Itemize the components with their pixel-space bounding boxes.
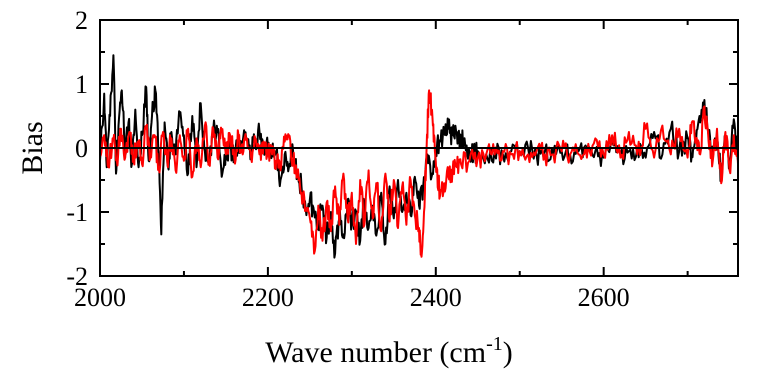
y-axis-label: Bias — [16, 121, 49, 174]
x-tick-label: 2200 — [242, 283, 294, 312]
x-axis-label-main: Wave number (cm — [265, 336, 486, 369]
x-axis-label-close: ) — [503, 336, 513, 369]
y-tick-label: -2 — [66, 262, 88, 291]
x-axis-label-superscript: -1 — [486, 333, 503, 355]
ticks-layer: 2000 2200 2400 2600 -2 -1 0 1 2 — [66, 6, 738, 312]
x-tick-label: 2400 — [410, 283, 462, 312]
x-tick-label: 2000 — [74, 283, 126, 312]
series-line-2 — [99, 89, 739, 258]
series-line-1 — [99, 54, 739, 259]
y-tick-label: -1 — [66, 198, 88, 227]
series-layer — [99, 54, 739, 259]
x-tick-label: 2600 — [578, 283, 630, 312]
x-axis-label: Wave number (cm-1) — [265, 333, 513, 369]
y-tick-label: 0 — [75, 134, 88, 163]
y-tick-label: 2 — [75, 6, 88, 35]
y-tick-label: 1 — [75, 70, 88, 99]
